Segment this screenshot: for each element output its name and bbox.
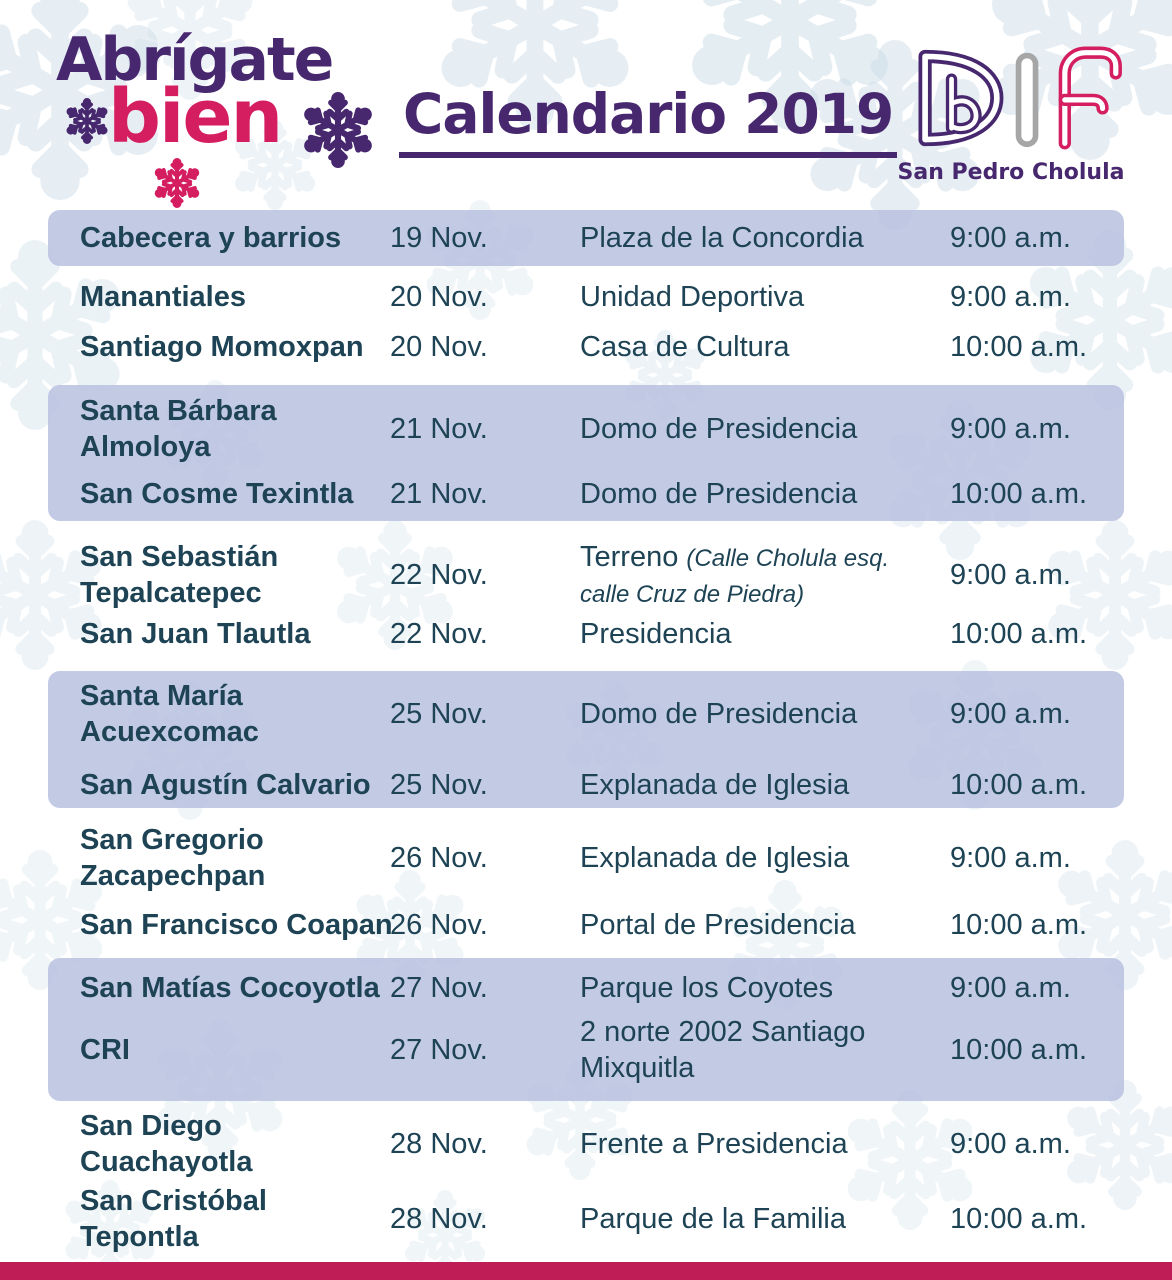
location-cell: Santa María Acuexcomac bbox=[80, 679, 259, 748]
location-cell: San Francisco Coapan bbox=[80, 908, 393, 941]
location-cell: Manantiales bbox=[80, 280, 246, 313]
venue-cell: Domo de Presidencia bbox=[580, 412, 858, 445]
footer-accent-bar bbox=[0, 1262, 1172, 1280]
location-cell: San Juan Tlautla bbox=[80, 617, 311, 650]
venue-cell: Presidencia bbox=[580, 617, 732, 650]
table-row: CRI 27 Nov. 2 norte 2002 Santiago Mixqui… bbox=[48, 1005, 1124, 1095]
table-row: San Gregorio Zacapechpan 26 Nov. Explana… bbox=[48, 813, 1124, 903]
snowflake-icon bbox=[64, 98, 110, 144]
time-cell: 9:00 a.m. bbox=[950, 412, 1071, 445]
location-cell: San Gregorio Zacapechpan bbox=[80, 823, 266, 892]
table-row: San Juan Tlautla 22 Nov. Presidencia 10:… bbox=[48, 609, 1124, 659]
table-row: San Francisco Coapan 26 Nov. Portal de P… bbox=[48, 900, 1124, 950]
location-cell: CRI bbox=[80, 1033, 130, 1066]
location-cell: San Matías Cocoyotla bbox=[80, 971, 380, 1004]
snowflake-icon bbox=[152, 158, 202, 208]
location-cell: Santa Bárbara Almoloya bbox=[80, 394, 277, 463]
table-row: San Diego Cuachayotla 28 Nov. Frente a P… bbox=[48, 1099, 1124, 1189]
venue-cell: Frente a Presidencia bbox=[580, 1127, 848, 1160]
date-cell: 27 Nov. bbox=[390, 971, 488, 1004]
time-cell: 9:00 a.m. bbox=[950, 841, 1071, 874]
time-cell: 10:00 a.m. bbox=[950, 1202, 1088, 1235]
row-band bbox=[48, 210, 1124, 266]
org-name: San Pedro Cholula bbox=[897, 160, 1125, 185]
date-cell: 22 Nov. bbox=[390, 617, 488, 650]
table-row: Santiago Momoxpan 20 Nov. Casa de Cultur… bbox=[48, 322, 1124, 372]
date-cell: 26 Nov. bbox=[390, 841, 488, 874]
date-cell: 25 Nov. bbox=[390, 697, 488, 730]
table-row: Santa Bárbara Almoloya 21 Nov. Domo de P… bbox=[48, 384, 1124, 474]
location-cell: San Cosme Texintla bbox=[80, 477, 354, 510]
date-cell: 26 Nov. bbox=[390, 908, 488, 941]
snowflake-icon bbox=[300, 92, 376, 168]
venue-note: (Calle Cholula esq. calle Cruz de Piedra… bbox=[580, 544, 890, 608]
date-cell: 20 Nov. bbox=[390, 330, 488, 363]
table-row: Santa María Acuexcomac 25 Nov. Domo de P… bbox=[48, 669, 1124, 759]
table-row: San Cosme Texintla 21 Nov. Domo de Presi… bbox=[48, 469, 1124, 519]
table-row: San Agustín Calvario 25 Nov. Explanada d… bbox=[48, 760, 1124, 810]
campaign-logo-line1: Abrígate bbox=[56, 25, 334, 95]
location-cell: San Sebastián Tepalcatepec bbox=[80, 540, 279, 609]
time-cell: 10:00 a.m. bbox=[950, 477, 1088, 510]
row-band bbox=[48, 385, 1124, 521]
location-cell: San Diego Cuachayotla bbox=[80, 1109, 253, 1178]
date-cell: 21 Nov. bbox=[390, 477, 488, 510]
campaign-logo-line2: bien bbox=[108, 74, 283, 160]
table-row: Manantiales 20 Nov. Unidad Deportiva 9:0… bbox=[48, 272, 1124, 322]
table-row: San Matías Cocoyotla 27 Nov. Parque los … bbox=[48, 963, 1124, 1013]
date-cell: 28 Nov. bbox=[390, 1127, 488, 1160]
time-cell: 10:00 a.m. bbox=[950, 330, 1088, 363]
venue-cell: Parque de la Familia bbox=[580, 1202, 846, 1235]
location-cell: San Cristóbal Tepontla bbox=[80, 1184, 267, 1253]
venue-cell: Domo de Presidencia bbox=[580, 477, 858, 510]
time-cell: 9:00 a.m. bbox=[950, 1127, 1071, 1160]
time-cell: 10:00 a.m. bbox=[950, 768, 1088, 801]
date-cell: 25 Nov. bbox=[390, 768, 488, 801]
time-cell: 9:00 a.m. bbox=[950, 971, 1071, 1004]
venue-cell: Domo de Presidencia bbox=[580, 697, 858, 730]
time-cell: 9:00 a.m. bbox=[950, 280, 1071, 313]
location-cell: San Agustín Calvario bbox=[80, 768, 371, 801]
time-cell: 10:00 a.m. bbox=[950, 1033, 1088, 1066]
date-cell: 19 Nov. bbox=[390, 221, 488, 254]
location-cell: Cabecera y barrios bbox=[80, 221, 342, 254]
date-cell: 22 Nov. bbox=[390, 558, 488, 591]
venue-cell: Explanada de Iglesia bbox=[580, 841, 850, 874]
venue-cell: Parque los Coyotes bbox=[580, 971, 834, 1004]
venue-cell: Portal de Presidencia bbox=[580, 908, 856, 941]
dif-logo-icon bbox=[918, 46, 1122, 150]
table-row: San Sebastián Tepalcatepec 22 Nov. Terre… bbox=[48, 528, 1124, 622]
row-band bbox=[48, 958, 1124, 1101]
venue-cell: Explanada de Iglesia bbox=[580, 768, 850, 801]
venue-cell: Terreno (Calle Cholula esq. calle Cruz d… bbox=[580, 540, 890, 608]
date-cell: 27 Nov. bbox=[390, 1033, 488, 1066]
venue-cell: 2 norte 2002 Santiago Mixquitla bbox=[580, 1015, 866, 1084]
location-cell: Santiago Momoxpan bbox=[80, 330, 364, 363]
date-cell: 28 Nov. bbox=[390, 1202, 488, 1235]
time-cell: 9:00 a.m. bbox=[950, 558, 1071, 591]
venue-cell: Plaza de la Concordia bbox=[580, 221, 864, 254]
row-band bbox=[48, 671, 1124, 808]
page-title: Calendario 2019 bbox=[399, 84, 898, 158]
time-cell: 10:00 a.m. bbox=[950, 908, 1088, 941]
date-cell: 20 Nov. bbox=[390, 280, 488, 313]
venue-cell: Casa de Cultura bbox=[580, 330, 790, 363]
table-row: Cabecera y barrios 19 Nov. Plaza de la C… bbox=[48, 213, 1124, 263]
time-cell: 9:00 a.m. bbox=[950, 221, 1071, 254]
date-cell: 21 Nov. bbox=[390, 412, 488, 445]
venue-cell: Unidad Deportiva bbox=[580, 280, 805, 313]
table-row: San Cristóbal Tepontla 28 Nov. Parque de… bbox=[48, 1174, 1124, 1264]
time-cell: 9:00 a.m. bbox=[950, 697, 1071, 730]
time-cell: 10:00 a.m. bbox=[950, 617, 1088, 650]
